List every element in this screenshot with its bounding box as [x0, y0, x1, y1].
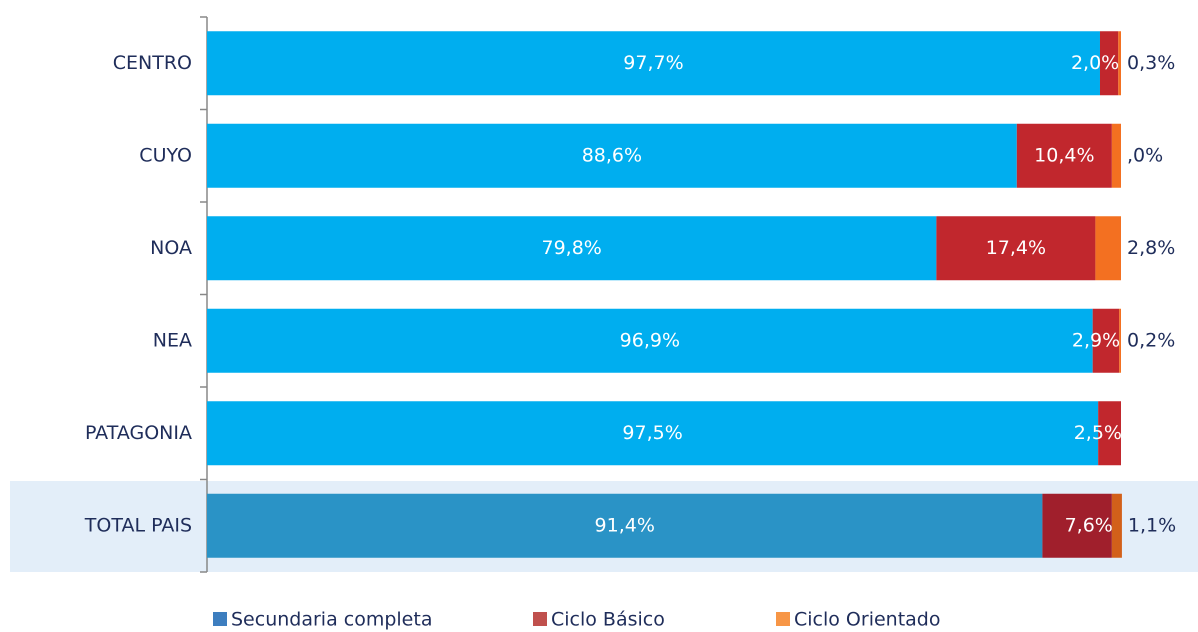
bar-segment [1098, 401, 1121, 466]
category-label: CENTRO [113, 52, 192, 74]
value-label: ,0% [1127, 144, 1163, 166]
bar-segment [207, 216, 937, 281]
bar-segment [1119, 308, 1121, 373]
bar-segment [1111, 123, 1121, 188]
legend-label: Secundaria completa [231, 609, 432, 631]
bar-segment [207, 493, 1043, 558]
bar-segment [936, 216, 1096, 281]
value-label: 2,9% [1072, 329, 1120, 351]
bar-segment [1095, 216, 1121, 281]
category-label: PATAGONIA [85, 422, 192, 444]
value-label: 97,7% [623, 52, 683, 74]
value-label: 2,8% [1127, 237, 1175, 259]
value-label: 96,9% [620, 329, 680, 351]
category-label: TOTAL PAIS [84, 514, 192, 536]
value-label: 17,4% [986, 237, 1046, 259]
bar-segment [207, 401, 1099, 466]
value-label: 91,4% [595, 514, 655, 536]
legend-label: Ciclo Orientado [794, 609, 941, 631]
bar-segment [207, 308, 1093, 373]
value-label: 88,6% [582, 144, 642, 166]
value-label: 0,2% [1127, 329, 1175, 351]
bar-segment [207, 31, 1100, 96]
bar-segment [1016, 123, 1112, 188]
bar-segment [207, 123, 1017, 188]
category-label: CUYO [139, 144, 192, 166]
value-label: 0,3% [1127, 52, 1175, 74]
value-label: 2,0% [1071, 52, 1119, 74]
value-label: 2,5% [1074, 422, 1122, 444]
value-label: 79,8% [542, 237, 602, 259]
legend-label: Ciclo Básico [551, 609, 665, 631]
bar-segment [1111, 493, 1122, 558]
value-label: 97,5% [622, 422, 682, 444]
category-label: NOA [150, 237, 192, 259]
category-label: NEA [153, 329, 192, 351]
legend-swatch [213, 612, 227, 626]
bar-segment [1118, 31, 1121, 96]
value-label: 10,4% [1034, 144, 1094, 166]
legend-swatch [776, 612, 790, 626]
bar-segment [1099, 31, 1119, 96]
value-label: 7,6% [1065, 514, 1113, 536]
legend-swatch [533, 612, 547, 626]
bar-segment [1042, 493, 1112, 558]
value-label: 1,1% [1128, 514, 1176, 536]
bar-segment [1092, 308, 1120, 373]
